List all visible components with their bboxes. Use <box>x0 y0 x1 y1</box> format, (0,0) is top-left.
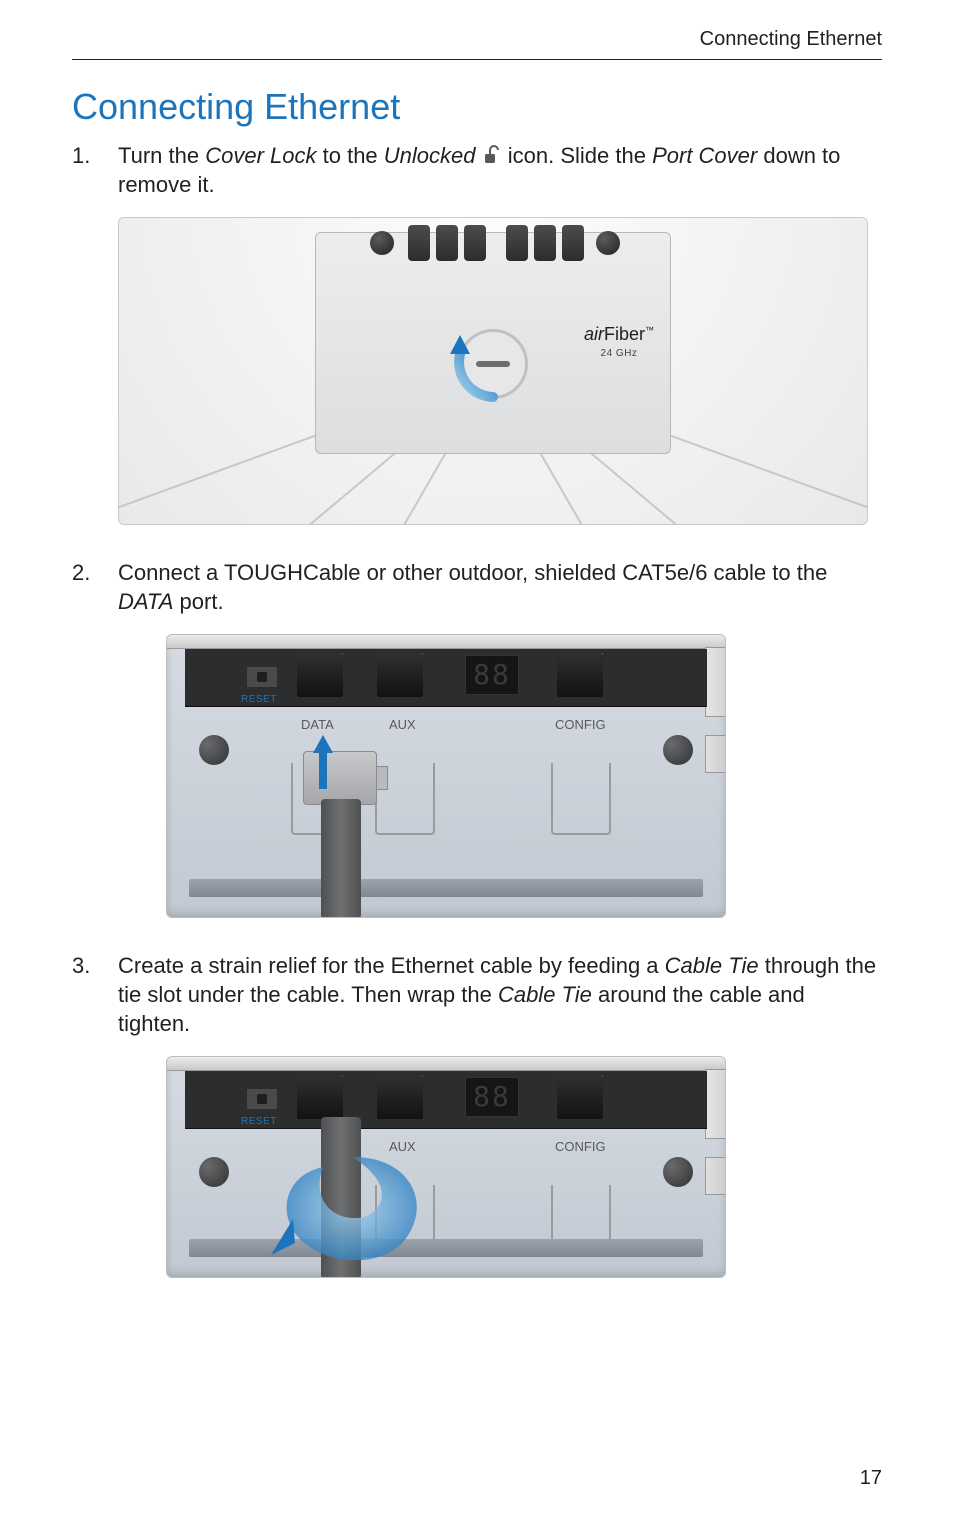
step1-text-mid2: icon. Slide the <box>508 143 652 168</box>
figure-1: airFiber™ 24 GHz <box>118 217 868 525</box>
step3-text-pre: Create a strain relief for the Ethernet … <box>118 953 665 978</box>
ethernet-port-aux <box>377 653 423 697</box>
page-number: 17 <box>860 1467 882 1490</box>
ethernet-port-data <box>297 1075 343 1119</box>
segment-display: 88 <box>465 1077 519 1117</box>
enclosure-bottom-bar <box>189 1239 703 1257</box>
ethernet-cable <box>321 1117 361 1278</box>
port-label-config: CONFIG <box>555 1139 606 1156</box>
brand-label: airFiber™ 24 GHz <box>584 323 654 359</box>
rj45-plug <box>303 751 377 805</box>
step1-unlocked: Unlocked <box>384 143 476 168</box>
insert-arrow-stem <box>319 751 327 789</box>
step-2: Connect a TOUGHCable or other outdoor, s… <box>72 559 882 918</box>
running-head: Connecting Ethernet <box>72 28 882 59</box>
ethernet-cable <box>321 799 361 918</box>
mounting-hole-icon <box>199 1157 229 1187</box>
step-1: Turn the Cover Lock to the Unlocked icon… <box>72 142 882 525</box>
reset-label: RESET <box>241 1115 277 1128</box>
figure-3: RESET 88 AUX CONFIG <box>166 1056 726 1278</box>
mounting-hole-icon <box>663 1157 693 1187</box>
brand-sub: 24 GHz <box>584 347 654 360</box>
ethernet-port-data <box>297 653 343 697</box>
step1-text-mid1: to the <box>317 143 384 168</box>
port-cover-plate: airFiber™ 24 GHz <box>315 232 671 454</box>
port-enclosure: RESET 88 DATA AUX CONFIG <box>166 634 726 918</box>
brand-fiber: Fiber <box>604 324 645 344</box>
reset-button <box>247 1089 277 1109</box>
brand-tm: ™ <box>645 325 654 335</box>
segment-display: 88 <box>465 655 519 695</box>
step-3: Create a strain relief for the Ethernet … <box>72 952 882 1278</box>
port-label-aux: AUX <box>389 717 416 734</box>
steps-list: Turn the Cover Lock to the Unlocked icon… <box>72 142 882 1278</box>
step1-coverlock: Cover Lock <box>205 143 316 168</box>
step3-cabletie2: Cable Tie <box>498 982 592 1007</box>
step2-text-pre: Connect a TOUGHCable or other outdoor, s… <box>118 560 827 585</box>
mounting-hole-icon <box>199 735 229 765</box>
step3-cabletie1: Cable Tie <box>665 953 759 978</box>
reset-button <box>247 667 277 687</box>
step2-text-post: port. <box>173 589 223 614</box>
header-rule <box>72 59 882 60</box>
enclosure-bottom-bar <box>189 879 703 897</box>
cover-tabs <box>316 225 670 265</box>
step2-data: DATA <box>118 589 173 614</box>
port-label-config: CONFIG <box>555 717 606 734</box>
port-label-aux: AUX <box>389 1139 416 1156</box>
section-title: Connecting Ethernet <box>72 86 882 128</box>
figure-2: RESET 88 DATA AUX CONFIG <box>166 634 726 918</box>
mounting-hole-icon <box>663 735 693 765</box>
ethernet-port-config <box>557 653 603 697</box>
cable-slot <box>551 763 611 835</box>
ethernet-port-aux <box>377 1075 423 1119</box>
port-label-data: DATA <box>301 717 334 734</box>
unlocked-icon <box>484 144 500 164</box>
rotate-arrow-icon <box>450 319 536 405</box>
reset-label: RESET <box>241 693 277 706</box>
step1-text-pre: Turn the <box>118 143 205 168</box>
brand-air: air <box>584 324 604 344</box>
ethernet-port-config <box>557 1075 603 1119</box>
step1-portcover: Port Cover <box>652 143 757 168</box>
port-enclosure: RESET 88 AUX CONFIG <box>166 1056 726 1278</box>
